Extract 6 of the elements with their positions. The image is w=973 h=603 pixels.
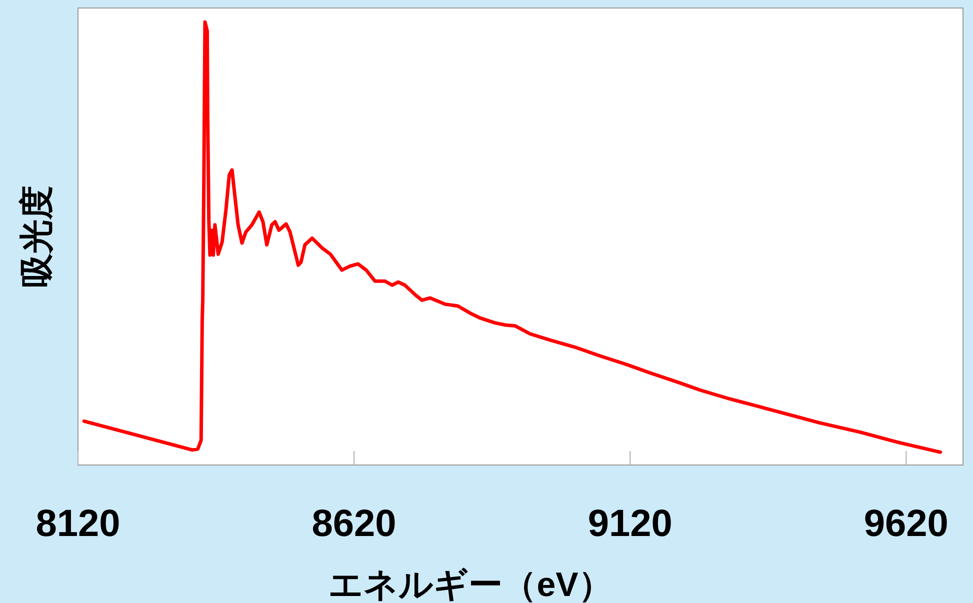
x-tick-label: 8120 <box>36 503 120 545</box>
x-tick-label: 9620 <box>864 503 948 545</box>
x-tick-label: 9120 <box>588 503 672 545</box>
y-axis-title: 吸光度 <box>18 186 56 288</box>
x-axis-title: エネルギー（eV） <box>328 566 612 603</box>
x-tick-label: 8620 <box>312 503 396 545</box>
